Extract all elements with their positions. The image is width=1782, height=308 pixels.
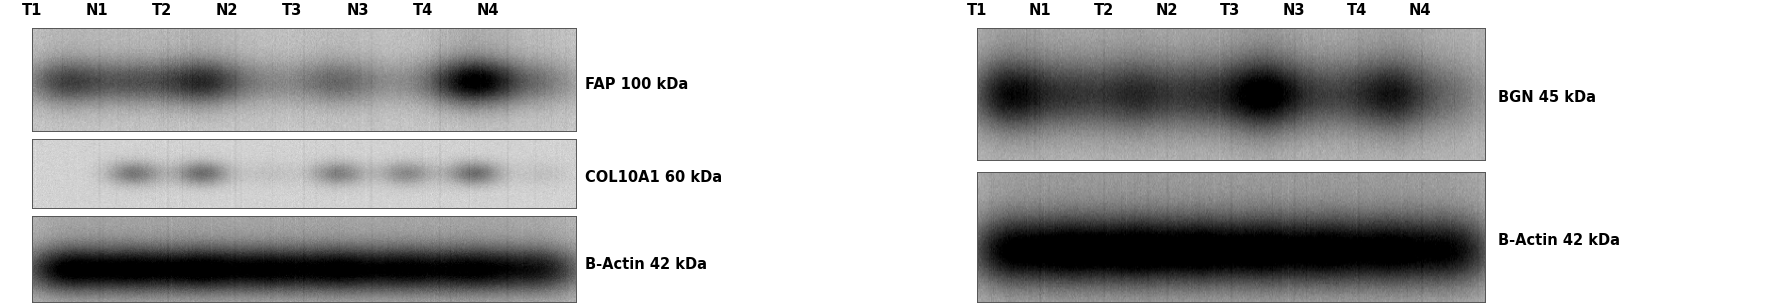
Text: T1: T1: [21, 3, 43, 18]
Text: T4: T4: [1345, 3, 1367, 18]
Text: T3: T3: [282, 3, 303, 18]
Text: FAP 100 kDa: FAP 100 kDa: [584, 77, 688, 92]
Text: T4: T4: [412, 3, 433, 18]
Text: N3: N3: [346, 3, 369, 18]
Text: COL10A1 60 kDa: COL10A1 60 kDa: [584, 170, 722, 184]
Text: N4: N4: [476, 3, 499, 18]
Text: N2: N2: [1155, 3, 1178, 18]
Text: T1: T1: [966, 3, 987, 18]
Text: N3: N3: [1281, 3, 1304, 18]
Text: N2: N2: [216, 3, 239, 18]
Text: N1: N1: [1028, 3, 1051, 18]
Text: B-Actin 42 kDa: B-Actin 42 kDa: [1497, 233, 1618, 248]
Text: N1: N1: [86, 3, 109, 18]
Text: BGN 45 kDa: BGN 45 kDa: [1497, 90, 1595, 104]
Text: B-Actin 42 kDa: B-Actin 42 kDa: [584, 257, 706, 272]
Text: N4: N4: [1408, 3, 1431, 18]
Text: T3: T3: [1219, 3, 1240, 18]
Text: T2: T2: [1092, 3, 1114, 18]
Text: T2: T2: [151, 3, 173, 18]
